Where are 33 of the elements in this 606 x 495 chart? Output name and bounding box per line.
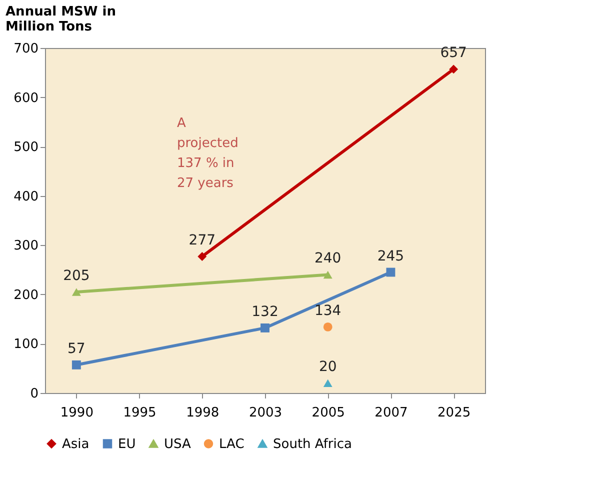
x-tick-label: 2025 <box>438 406 471 420</box>
legend-label: Asia <box>62 436 90 452</box>
y-tick-label: 500 <box>14 140 38 156</box>
data-label: 657 <box>440 45 467 62</box>
y-tick-label: 300 <box>14 238 38 254</box>
x-tick-label: 2007 <box>374 406 408 420</box>
x-tick-label: 2005 <box>312 406 345 420</box>
y-tick-label: 0 <box>30 386 38 402</box>
y-tick-label: 100 <box>14 337 38 352</box>
legend-label: EU <box>118 436 136 452</box>
data-label: 245 <box>377 248 404 264</box>
y-tick-label: 400 <box>14 189 38 204</box>
data-label: 132 <box>252 304 278 320</box>
y-tick-label: 700 <box>14 42 38 56</box>
x-tick-label: 1998 <box>186 406 220 420</box>
point <box>323 379 332 388</box>
legend-label: LAC <box>219 436 244 452</box>
data-label: 57 <box>68 340 86 357</box>
legend-label: USA <box>164 436 192 452</box>
y-tick-label: 200 <box>14 288 38 303</box>
data-label: 20 <box>318 359 337 376</box>
x-tick-label: 1995 <box>123 406 156 420</box>
annotation: A projected 137 % in 27 years <box>177 116 238 191</box>
y-tick-label: 600 <box>14 90 38 106</box>
data-label: 240 <box>314 250 342 267</box>
x-tick-label: 1990 <box>60 406 94 420</box>
data-label: 134 <box>314 302 342 319</box>
legend-label: South Africa <box>273 436 352 452</box>
data-label: 277 <box>188 232 216 248</box>
data-label: 205 <box>63 268 90 284</box>
x-tick-label: 2003 <box>248 406 282 420</box>
y-axis-title: Annual MSW in Million Tons <box>6 4 116 34</box>
point <box>323 322 332 332</box>
